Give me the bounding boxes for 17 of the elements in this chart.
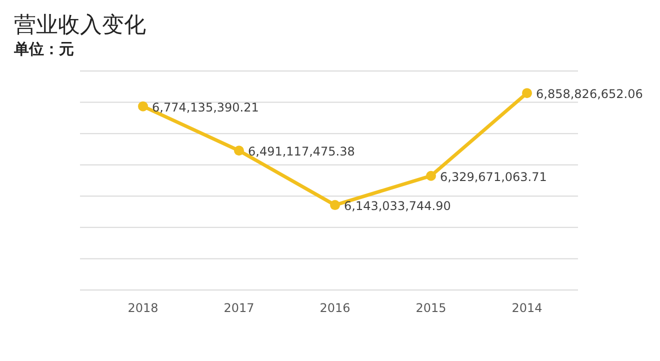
point — [426, 170, 436, 181]
point — [522, 88, 532, 98]
point — [330, 200, 340, 210]
point — [138, 101, 148, 112]
x-tick-label: 2018 — [128, 301, 158, 315]
data-label: 6,491,117,475.38 — [248, 144, 355, 159]
chart-subtitle: 单位：元 — [13, 40, 74, 58]
data-label: 6,143,033,744.90 — [344, 199, 451, 214]
x-tick-label: 2015 — [416, 301, 446, 315]
x-tick-label: 2016 — [320, 301, 350, 315]
data-label: 6,858,826,652.06 — [536, 87, 643, 102]
x-tick-label: 2017 — [224, 301, 254, 315]
data-label: 6,329,671,063.71 — [440, 170, 547, 184]
point — [234, 146, 244, 156]
data-label: 6,774,135,390.21 — [152, 100, 259, 114]
chart-title: 营业收入变化 — [14, 13, 146, 38]
x-tick-label: 2014 — [512, 301, 542, 315]
